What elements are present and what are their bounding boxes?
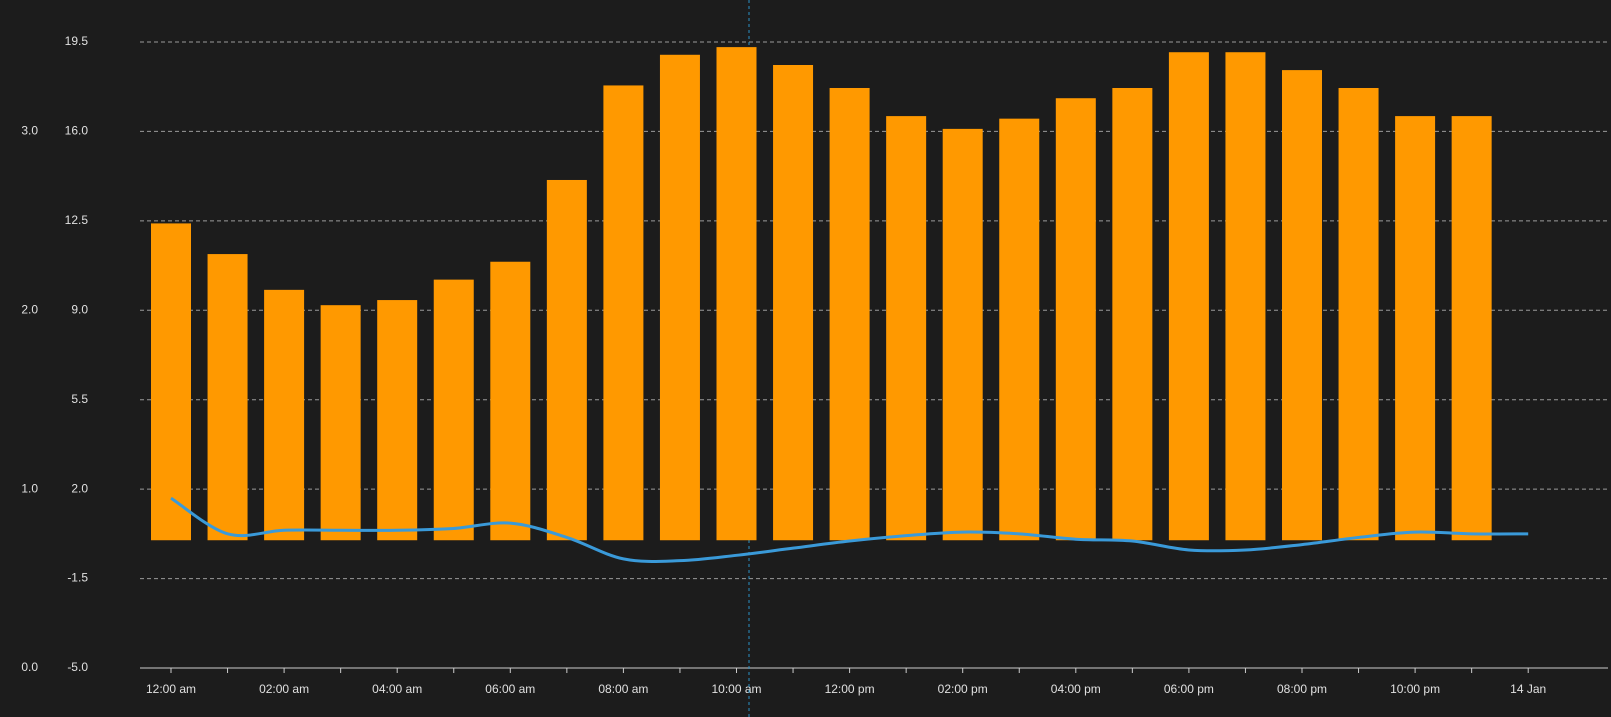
y2-tick-label: 2.0 xyxy=(21,302,38,316)
y-tick-label: 16.0 xyxy=(65,124,89,138)
x-tick-label: 04:00 pm xyxy=(1051,682,1101,696)
bar xyxy=(829,87,870,541)
x-tick-label: 12:00 am xyxy=(146,682,196,696)
bar xyxy=(490,261,531,541)
bar xyxy=(1168,52,1209,541)
x-tick-label: 02:00 am xyxy=(259,682,309,696)
y-tick-label: 5.5 xyxy=(71,392,88,406)
bar xyxy=(603,85,644,541)
y-tick-label: -5.0 xyxy=(67,660,88,674)
y2-tick-label: 0.0 xyxy=(21,660,38,674)
bar xyxy=(659,54,700,541)
bar xyxy=(264,289,305,541)
bar xyxy=(1112,87,1153,541)
x-tick-label: 06:00 pm xyxy=(1164,682,1214,696)
bar xyxy=(999,118,1040,541)
bar xyxy=(1395,116,1436,541)
bar xyxy=(886,116,927,541)
bar xyxy=(1451,116,1492,541)
bar xyxy=(433,279,474,541)
x-tick-label: 08:00 am xyxy=(598,682,648,696)
y2-tick-label: 3.0 xyxy=(21,124,38,138)
y2-tick-label: 1.0 xyxy=(21,481,38,495)
x-tick-label: 10:00 pm xyxy=(1390,682,1440,696)
y-tick-label: -1.5 xyxy=(67,571,88,585)
bar xyxy=(151,223,191,541)
bar xyxy=(942,128,983,541)
x-tick-label: 12:00 pm xyxy=(825,682,875,696)
bar xyxy=(320,305,361,541)
bar xyxy=(773,64,814,541)
bar xyxy=(1282,70,1322,541)
bar xyxy=(1225,52,1266,541)
bar xyxy=(1055,98,1096,541)
x-tick-label: 08:00 pm xyxy=(1277,682,1327,696)
line xyxy=(170,496,1529,563)
y-tick-label: 19.5 xyxy=(65,34,89,48)
x-tick-label: 02:00 pm xyxy=(938,682,988,696)
x-tick-label: 06:00 am xyxy=(485,682,535,696)
bar xyxy=(377,300,418,541)
y-tick-label: 2.0 xyxy=(71,481,88,495)
x-tick-label: 04:00 am xyxy=(372,682,422,696)
bar xyxy=(1338,87,1379,541)
bar xyxy=(546,179,587,541)
x-tick-label: 14 Jan xyxy=(1510,682,1546,696)
bar xyxy=(207,254,248,541)
y-tick-label: 9.0 xyxy=(71,302,88,316)
x-tick-label: 10:00 am xyxy=(711,682,761,696)
y-tick-label: 12.5 xyxy=(65,213,89,227)
bar xyxy=(716,47,757,541)
